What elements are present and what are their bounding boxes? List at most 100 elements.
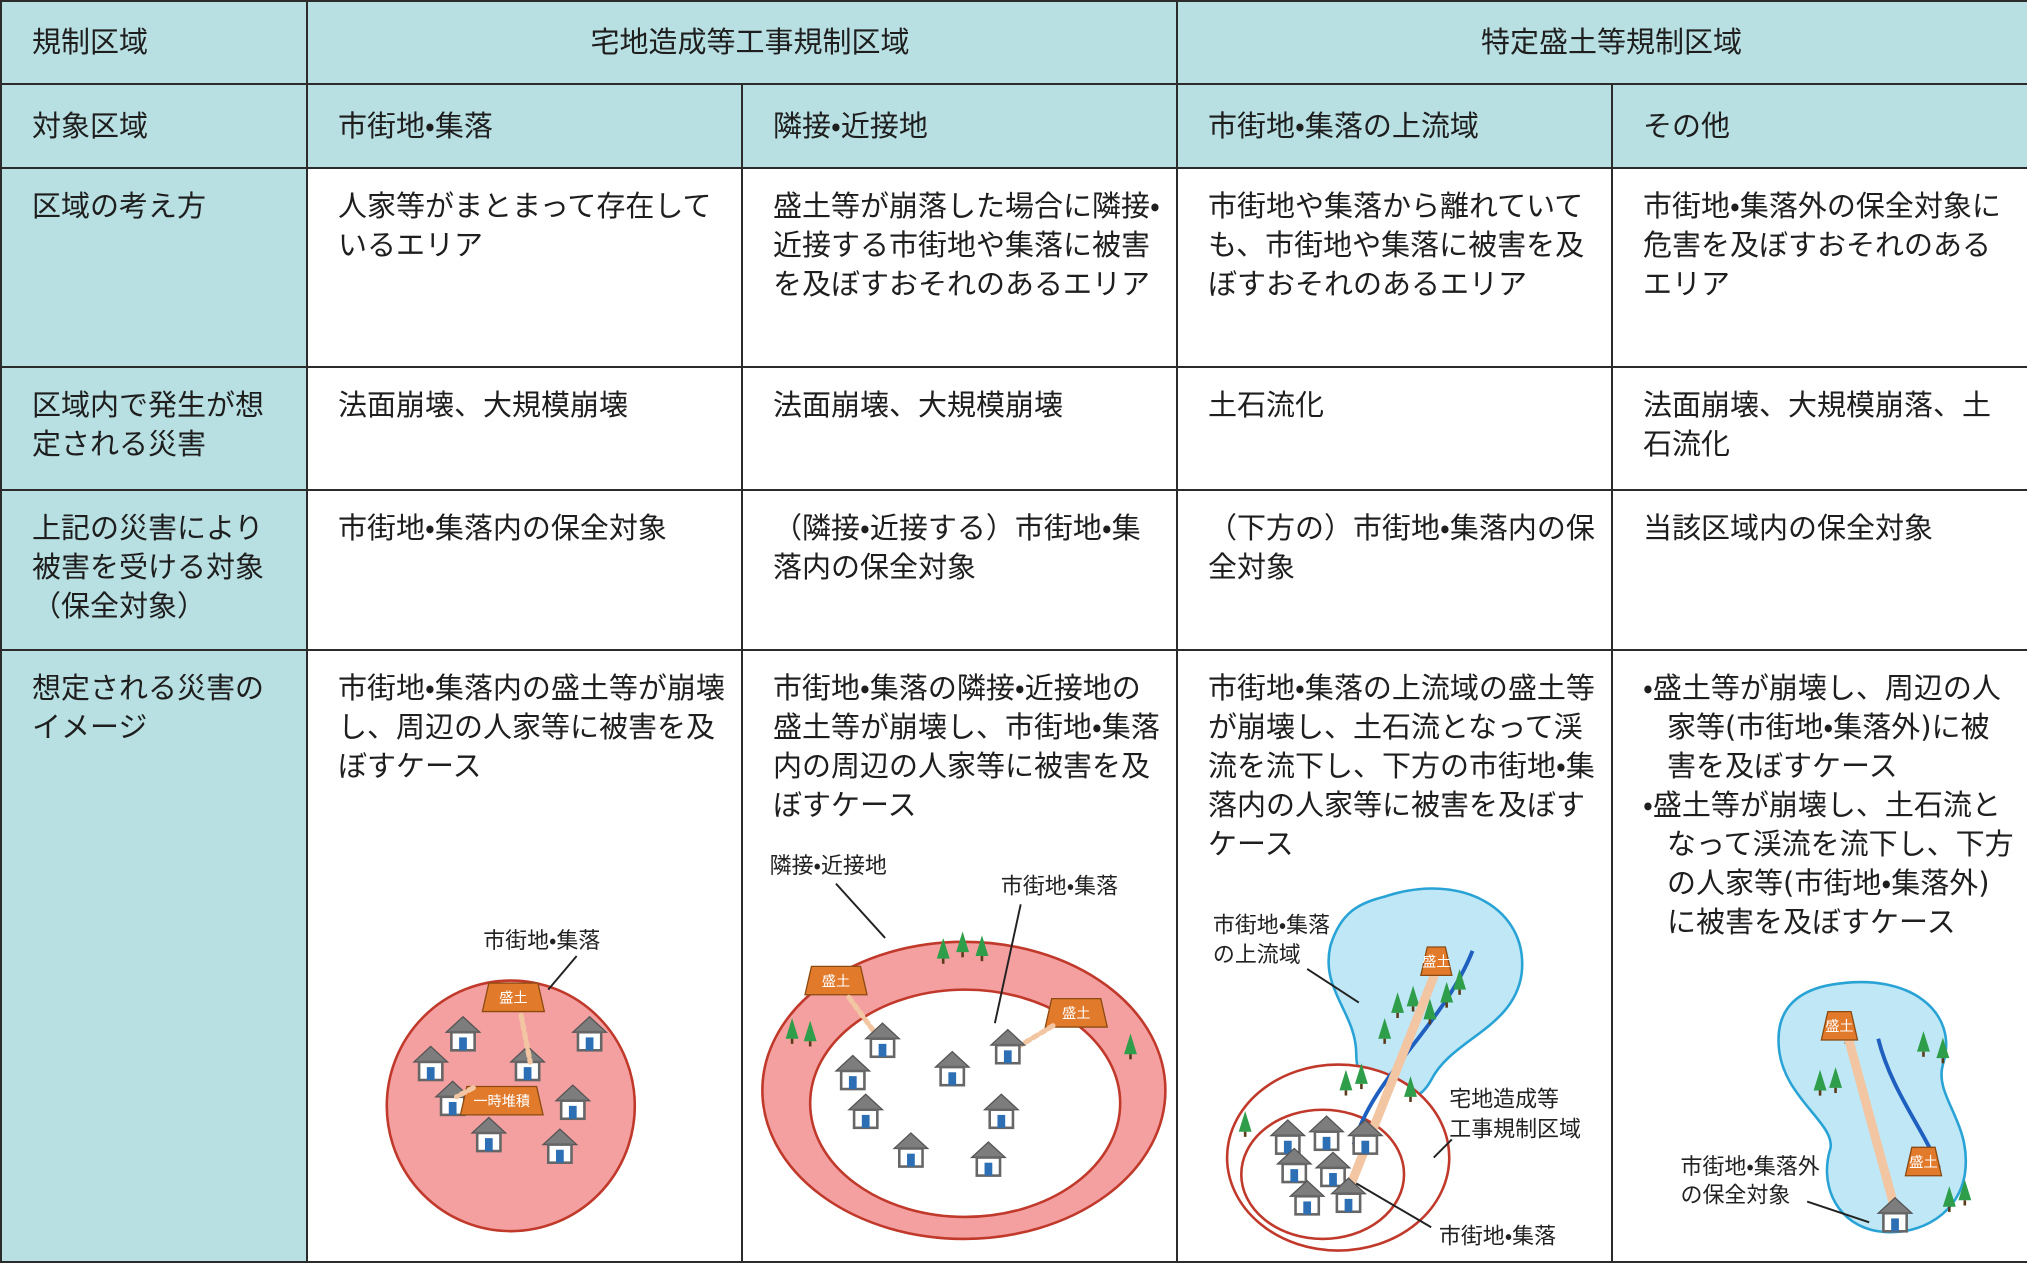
house-door [1329,1173,1337,1186]
house-door [1290,1169,1299,1183]
tree-icon [956,931,970,953]
cell-text: 土石流化 [1208,388,1325,422]
cell-text: 市街地・集落の上流域 [1208,108,1479,143]
house-icon [1308,1115,1346,1152]
tree-icon [1829,1067,1843,1088]
house-door [997,1114,1006,1128]
table-cell: 市街地・集落内の保全対象 [306,489,743,651]
table-cell: 盛土等が崩落した場合に隣接・近接する市街地や集落に被害を及ぼすおそれのあるエリア [740,167,1179,368]
tree-icon [1238,1111,1252,1132]
cell-text: （下方の）市街地・集落内の保全対象 [1208,511,1595,584]
debris-arrow [1843,1034,1900,1214]
row-label: 市街地・集落の上流域 [1176,83,1614,169]
house-icon [982,1093,1020,1130]
table-cell: 市街地・集落内の盛土等が崩壊し、周辺の人家等に被害を及ぼすケース 市街地・集落 盛土… [306,649,743,1263]
tree-icon [1453,968,1467,990]
cell-text: 区域内で発生が想定される災害 [32,388,265,461]
mound-label: 盛土 [1422,954,1450,970]
mound [1044,998,1109,1028]
cell-text: 市街地・集落の上流域の盛土等が崩壊し、土石流となって渓流を流下し、下方の市街地・… [1208,671,1595,861]
table-cell: 法面崩壊、大規模崩壊 [306,366,743,491]
house-door [1322,1136,1331,1150]
house-icon [571,1015,609,1052]
figure-label: 市街地・集落外 [1680,1155,1819,1180]
upstream-area [1777,980,1968,1234]
house-door [1361,1140,1370,1154]
figure-label: 市街地・集落 [1213,913,1330,938]
tree-icon [1440,981,1454,1003]
house-icon [434,1080,472,1117]
tree-icon [1423,998,1437,1020]
house-door [1344,1198,1353,1212]
debris-arrow [846,994,880,1039]
table-cell: 土石流化 [1176,366,1614,491]
table-cell: 市街地・集落の隣接・近接地の盛土等が崩壊し、市街地・集落内の周辺の人家等に被害を… [740,649,1179,1263]
house-door [848,1076,857,1090]
tree-icon [1813,1069,1827,1091]
leader-line [547,955,578,991]
table-cell: 人家等がまとまって存在しているエリア [306,167,743,368]
debris-arrow [518,1012,533,1065]
row-label: 区域の考え方 [0,167,308,368]
mound [459,1085,544,1116]
header-cell: 宅地造成等工事規制区域 [305,0,1179,85]
house-icon [444,1015,482,1052]
leader-line [1355,1182,1432,1229]
table-row: 対象区域 市街地・集落 隣接・近接地 市街地・集落の上流域 その他 [0,83,2027,169]
house-icon [1876,1196,1914,1233]
house-icon [1275,1147,1313,1184]
row-label: 対象区域 [0,83,308,169]
header-cell: 特定盛土等規制区域 [1176,0,2027,85]
house-door [861,1114,870,1128]
mound-label: 盛土 [1909,1154,1937,1171]
header-cell: 規制区域 [0,0,308,85]
leader-line [835,883,886,939]
leader-line [1306,968,1360,1004]
tree-icon [803,1020,817,1042]
house-icon [847,1093,885,1130]
cell-text: 対象区域 [32,108,149,143]
table-row: 区域内で発生が想定される災害 法面崩壊、大規模崩壊 法面崩壊、大規模崩壊 土石流化 法面… [0,366,2027,491]
tree-icon [1406,985,1420,1007]
mound [481,982,546,1013]
cell-text: その他 [1643,108,1731,143]
tree-icon [1339,1069,1353,1091]
figure-label: の保全対象 [1680,1183,1790,1208]
house-icon [1330,1177,1367,1214]
cell-text: 区域の考え方 [32,189,207,223]
mound-label: 盛土 [1062,1006,1090,1022]
cell-text: 市街地・集落外の保全対象に危害を及ぼすおそれのあるエリア [1643,189,2001,301]
cell-text: 隣接・近接地 [773,108,928,143]
tree-icon [936,937,950,959]
leader-line [1433,1138,1453,1159]
tree-icon [1124,1033,1137,1055]
figure-label: 隣接・近接地 [770,854,887,879]
house-icon [412,1045,450,1082]
tree-icon [1936,1037,1950,1059]
table-cell: 市街地・集落の上流域の盛土等が崩壊し、土石流となって渓流を流下し、下方の市街地・… [1176,649,1614,1263]
tree-icon [1404,1076,1417,1097]
mound-label: 一時堆積 [473,1094,530,1110]
house-icon [892,1132,930,1168]
figure-label: の上流域 [1213,943,1301,968]
tree-icon [1958,1179,1972,1201]
cell-text: 法面崩壊、大規模崩壊 [773,388,1064,422]
tree-icon [1942,1186,1956,1207]
cell-text: 盛土等が崩落した場合に隣接・近接する市街地や集落に被害を及ぼすおそれのあるエリア [773,189,1160,301]
figure-label: 工事規制区域 [1449,1117,1581,1142]
mound-label: 盛土 [1825,1018,1853,1035]
cell-text: （隣接・近接する）市街地・集落内の保全対象 [773,511,1141,584]
row-label: 上記の災害により被害を受ける対象（保全対象） [0,489,308,651]
mound-label: 盛土 [822,974,850,990]
house-icon [1314,1151,1352,1188]
row-label: 隣接・近接地 [740,83,1179,169]
cell-text: 法面崩壊、大規模崩落、土石流化 [1643,388,1992,461]
table-cell: 市街地や集落から離れていても、市街地や集落に被害を及ぼすおそれのあるエリア [1176,167,1614,368]
house-door [484,1138,493,1152]
table-cell: 当該区域内の保全対象 [1611,489,2027,651]
house-door [568,1105,577,1119]
